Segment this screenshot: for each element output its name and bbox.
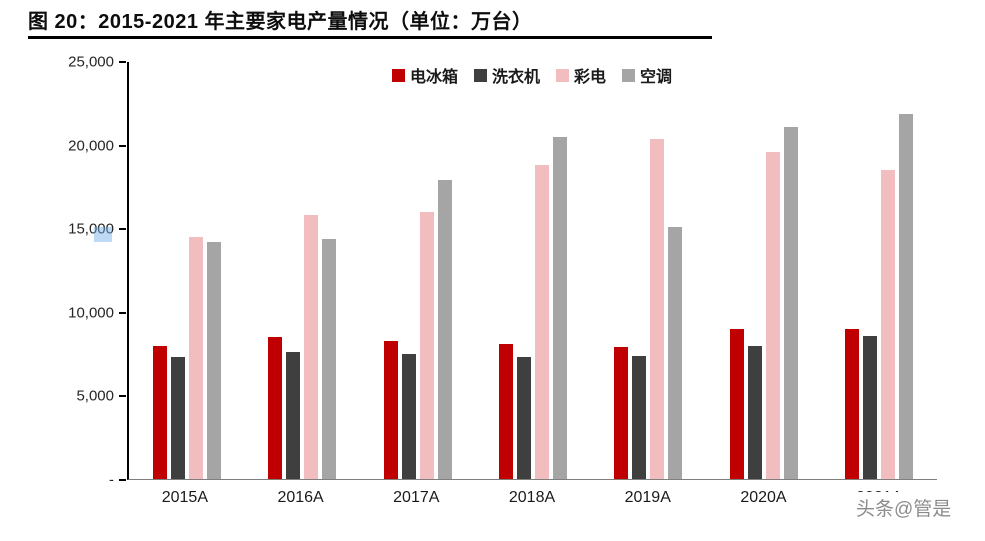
bar-洗衣机 (632, 356, 647, 479)
y-tick-label: 20,000 (68, 137, 114, 155)
bar-洗衣机 (747, 346, 762, 479)
bar-电冰箱 (152, 346, 167, 479)
legend-label: 彩电 (574, 69, 607, 86)
bar-电冰箱 (729, 329, 744, 479)
bar-洗衣机 (401, 354, 416, 479)
y-tick-label: - (109, 471, 114, 489)
legend-item: 电冰箱 (391, 63, 458, 87)
legend-swatch (473, 68, 487, 82)
figure-title: 图 20：2015-2021 年主要家电产量情况（单位：万台） (28, 11, 533, 33)
x-axis-label: 2016A (277, 489, 324, 506)
bar-group-2016A (244, 62, 359, 479)
title-underline (28, 36, 712, 39)
bar-group-2018A (475, 62, 590, 479)
y-tick-mark (119, 228, 126, 231)
bar-洗衣机 (170, 357, 185, 479)
bar-彩电 (881, 170, 896, 479)
bar-洗衣机 (286, 352, 301, 479)
bar-彩电 (304, 215, 319, 479)
bar-洗衣机 (516, 357, 531, 479)
bar-彩电 (650, 139, 665, 479)
legend-label: 空调 (640, 69, 673, 86)
y-tick-mark (119, 311, 126, 314)
y-tick-mark (119, 479, 126, 481)
x-axis-label: 2020A (740, 489, 787, 506)
y-tick-label: 15,000 (68, 220, 114, 238)
x-axis-label: 2017A (393, 489, 440, 506)
y-tick-label: 10,000 (68, 304, 114, 322)
y-tick-label: 5,000 (76, 387, 114, 405)
bar-group-2020A (706, 62, 821, 479)
bar-洗衣机 (863, 336, 878, 479)
bar-空调 (783, 127, 798, 479)
bar-group-2017A (360, 62, 475, 479)
y-tick-label: 25,000 (68, 53, 114, 71)
x-axis-label: 2018A (508, 489, 556, 506)
x-axis-label: 2019A (624, 489, 671, 506)
bar-group-2021A (822, 62, 937, 479)
x-axis-labels: 2015A2016A2017A2018A2019A2020A2021A (127, 489, 937, 507)
bar-电冰箱 (845, 329, 860, 479)
bar-空调 (899, 114, 914, 479)
legend-label: 电冰箱 (409, 69, 458, 86)
legend-swatch (556, 68, 569, 82)
bar-group-2019A (591, 62, 706, 479)
bar-电冰箱 (268, 337, 283, 479)
legend-item: 洗衣机 (473, 63, 540, 87)
bar-彩电 (419, 212, 434, 479)
plot-area (127, 62, 937, 480)
y-tick-mark (119, 395, 126, 398)
watermark: 头条@管是 (850, 492, 958, 527)
legend-swatch (622, 68, 636, 82)
legend-swatch (391, 68, 405, 82)
bar-group-2015A (129, 62, 244, 479)
bar-电冰箱 (614, 347, 629, 479)
legend-label: 洗衣机 (491, 69, 540, 86)
bar-电冰箱 (498, 344, 513, 479)
bar-彩电 (188, 237, 203, 479)
bar-彩电 (534, 165, 549, 479)
bar-空调 (322, 239, 337, 479)
chart-legend: 电冰箱 洗衣机 彩电 空调 (127, 63, 937, 87)
legend-item: 彩电 (556, 63, 606, 87)
bar-空调 (206, 242, 221, 479)
bar-空调 (437, 180, 452, 479)
y-tick-mark (119, 61, 126, 63)
bar-空调 (668, 227, 683, 479)
legend-item: 空调 (622, 63, 672, 87)
y-tick-mark (119, 144, 126, 147)
x-axis-label: 2015A (161, 489, 208, 506)
bar-彩电 (765, 152, 780, 479)
bar-电冰箱 (383, 341, 398, 479)
bar-空调 (552, 137, 567, 479)
